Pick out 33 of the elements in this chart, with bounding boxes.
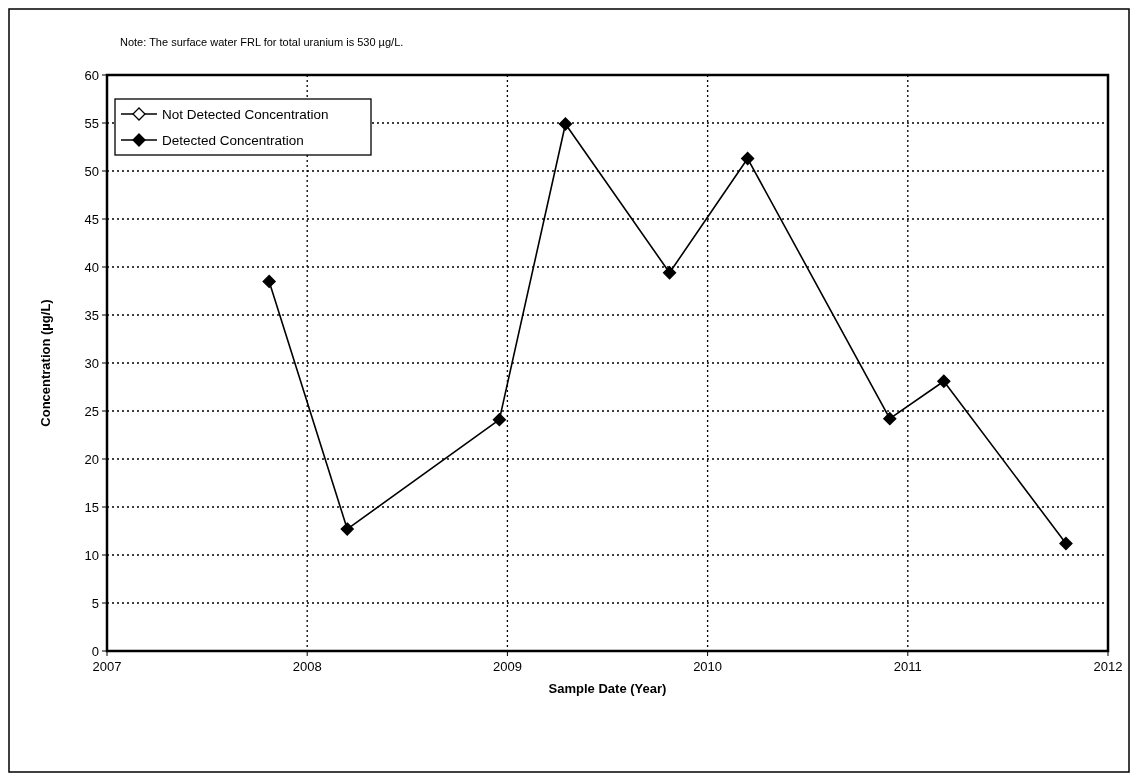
legend-label: Detected Concentration — [162, 132, 304, 148]
point — [883, 412, 897, 426]
x-tick-label: 2009 — [492, 659, 522, 674]
x-tick-label: 2011 — [893, 659, 922, 674]
y-tick-label: 45 — [84, 211, 99, 227]
x-axis-title: Sample Date (Year) — [548, 681, 667, 696]
y-tick-label: 35 — [84, 307, 99, 323]
y-tick-label: 60 — [84, 67, 99, 83]
point — [558, 117, 573, 131]
x-tick-label: 2008 — [292, 659, 322, 674]
point — [1059, 536, 1073, 551]
point — [262, 274, 276, 289]
legend-label: Not Detected Concentration — [162, 106, 329, 122]
point — [740, 151, 755, 166]
y-axis-title: Concentration (µg/L) — [38, 299, 53, 427]
x-tick-label: 2012 — [1093, 659, 1123, 674]
y-tick-label: 10 — [84, 547, 99, 563]
text: Note: The surface water FRL for total uranium is 530 µg/L. — [120, 36, 404, 48]
point — [662, 266, 677, 280]
point — [492, 412, 507, 427]
y-tick-label: 15 — [84, 499, 99, 515]
y-tick-label: 55 — [84, 115, 99, 131]
y-tick-label: 5 — [91, 595, 99, 611]
y-tick-label: 30 — [84, 355, 99, 371]
y-tick-label: 25 — [84, 403, 99, 419]
y-tick-label: 40 — [84, 259, 99, 275]
point — [340, 522, 354, 536]
y-tick-label: 0 — [91, 643, 99, 659]
point — [937, 374, 951, 388]
y-tick-label: 50 — [84, 163, 99, 179]
x-tick-label: 2007 — [92, 659, 122, 674]
y-tick-label: 20 — [84, 451, 99, 467]
x-tick-label: 2010 — [693, 659, 723, 674]
